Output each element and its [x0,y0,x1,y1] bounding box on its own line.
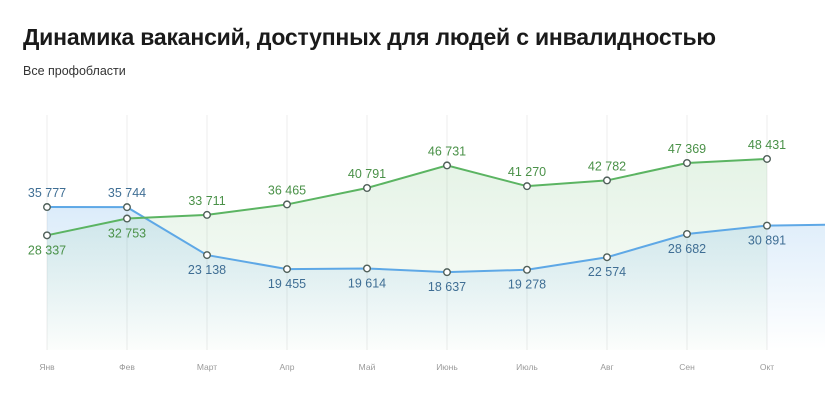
data-label-green: 33 711 [188,194,225,208]
x-tick-label: Март [197,362,217,372]
data-point-blue[interactable] [443,268,452,277]
data-point-blue[interactable] [683,230,692,239]
series-areas [47,158,825,350]
data-point-blue[interactable] [122,203,131,212]
data-label-green: 32 753 [108,227,146,241]
x-tick-label: Фев [119,362,135,372]
data-label-green: 47 369 [668,142,706,156]
data-label-blue: 28 682 [668,242,706,256]
data-label-green: 48 431 [748,138,786,152]
data-labels: 28 337 32 753 33 711 36 465 40 791 46 731 41 2… [28,138,786,294]
x-tick-label: Авг [600,362,613,372]
data-point-green[interactable] [43,231,52,240]
data-point-blue[interactable] [763,221,772,230]
x-tick-label: Апр [280,362,295,372]
series-area-blue [47,207,825,350]
data-point-green[interactable] [202,210,211,219]
data-point-green[interactable] [603,176,612,185]
data-label-green: 42 782 [588,159,626,173]
data-point-blue[interactable] [523,265,532,274]
data-label-blue: 35 744 [108,186,146,200]
data-label-blue: 30 891 [748,234,786,248]
data-label-blue: 19 278 [508,278,546,292]
data-point-green[interactable] [763,154,772,163]
data-point-blue[interactable] [43,203,52,212]
series-line-green [46,157,768,237]
data-label-blue: 18 637 [428,280,466,294]
data-point-blue[interactable] [363,264,372,273]
x-tick-label: Окт [760,362,774,372]
data-point-green[interactable] [283,200,292,209]
data-label-green: 40 791 [348,167,386,181]
data-label-blue: 35 777 [28,186,66,200]
data-point-green[interactable] [523,182,532,191]
data-point-green[interactable] [363,183,372,192]
data-label-green: 36 465 [268,183,306,197]
data-point-blue[interactable] [603,253,612,262]
data-label-blue: 22 574 [588,265,626,279]
data-label-green: 46 731 [428,144,466,158]
data-point-green[interactable] [122,214,131,223]
x-tick-label: Июль [516,362,538,372]
x-tick-label: Июнь [436,362,458,372]
data-point-blue[interactable] [283,265,292,274]
data-label-blue: 19 455 [268,277,306,291]
x-axis-ticks: Янв Фев Март Апр Май Июнь Июль Авг Сен Окт [39,362,774,372]
x-tick-label: Май [359,362,376,372]
x-tick-label: Сен [679,362,695,372]
chart-title: Динамика вакансий, доступных для людей с… [23,24,716,50]
data-label-blue: 19 614 [348,276,386,290]
series-points [43,154,772,277]
data-point-green[interactable] [443,161,452,170]
x-tick-label: Янв [39,362,55,372]
data-label-green: 41 270 [508,165,546,179]
data-label-blue: 23 138 [188,263,226,277]
data-label-green: 28 337 [28,243,66,257]
chart-subtitle: Все профобласти [23,64,126,78]
data-point-blue[interactable] [202,251,211,260]
data-point-green[interactable] [683,158,692,167]
